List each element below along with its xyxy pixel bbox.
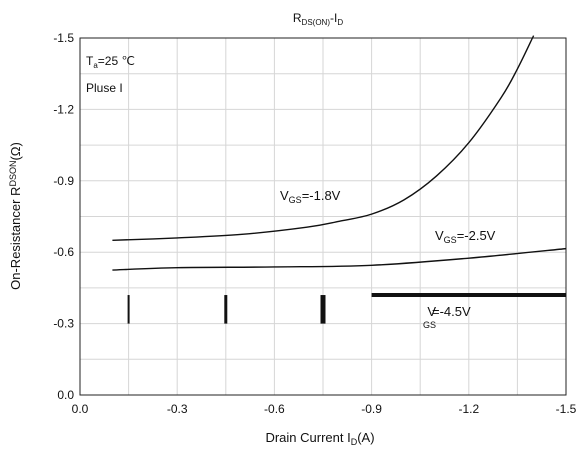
series-label-vgs-1-8: VGS=-1.8V	[280, 188, 341, 205]
x-tick-label: -1.2	[458, 402, 479, 416]
series-line-vgs-1-8	[112, 35, 535, 241]
x-tick-label: -0.6	[264, 402, 285, 416]
y-tick-label: -0.9	[53, 174, 74, 188]
x-tick-labels: 0.0 -0.3 -0.6 -0.9 -1.2 -1.5	[72, 402, 576, 416]
pulse-note: Pluse I	[86, 81, 123, 95]
plot-area-frame	[79, 37, 567, 396]
y-tick-label: 0.0	[57, 388, 74, 402]
y-tick-label: -1.2	[53, 102, 74, 116]
y-tick-label: -0.6	[53, 245, 74, 259]
x-tick-label: -0.9	[361, 402, 382, 416]
x-tick-label: -1.5	[556, 402, 576, 416]
x-tick-label: 0.0	[72, 402, 89, 416]
y-tick-labels: 0.0 -0.3 -0.6 -0.9 -1.2 -1.5	[53, 31, 74, 402]
grid-lines	[80, 38, 566, 395]
y-tick-label: -0.3	[53, 317, 74, 331]
series-line-vgs-2-5	[112, 247, 567, 271]
x-axis-label: Drain Current ID(A)	[265, 430, 374, 447]
y-axis-label: On-Resistancer RDSON(Ω)	[8, 142, 23, 290]
chart-title: RDS(ON)-ID	[293, 11, 343, 27]
y-tick-label: -1.5	[53, 31, 74, 45]
temperature-note: Ta=25 ℃	[86, 54, 135, 70]
data-series	[112, 35, 567, 324]
series-label-vgs-4-5: V GS=-4.5V	[423, 304, 471, 330]
series-label-vgs-2-5: VGS=-2.5V	[435, 228, 496, 245]
x-tick-label: -0.3	[167, 402, 188, 416]
